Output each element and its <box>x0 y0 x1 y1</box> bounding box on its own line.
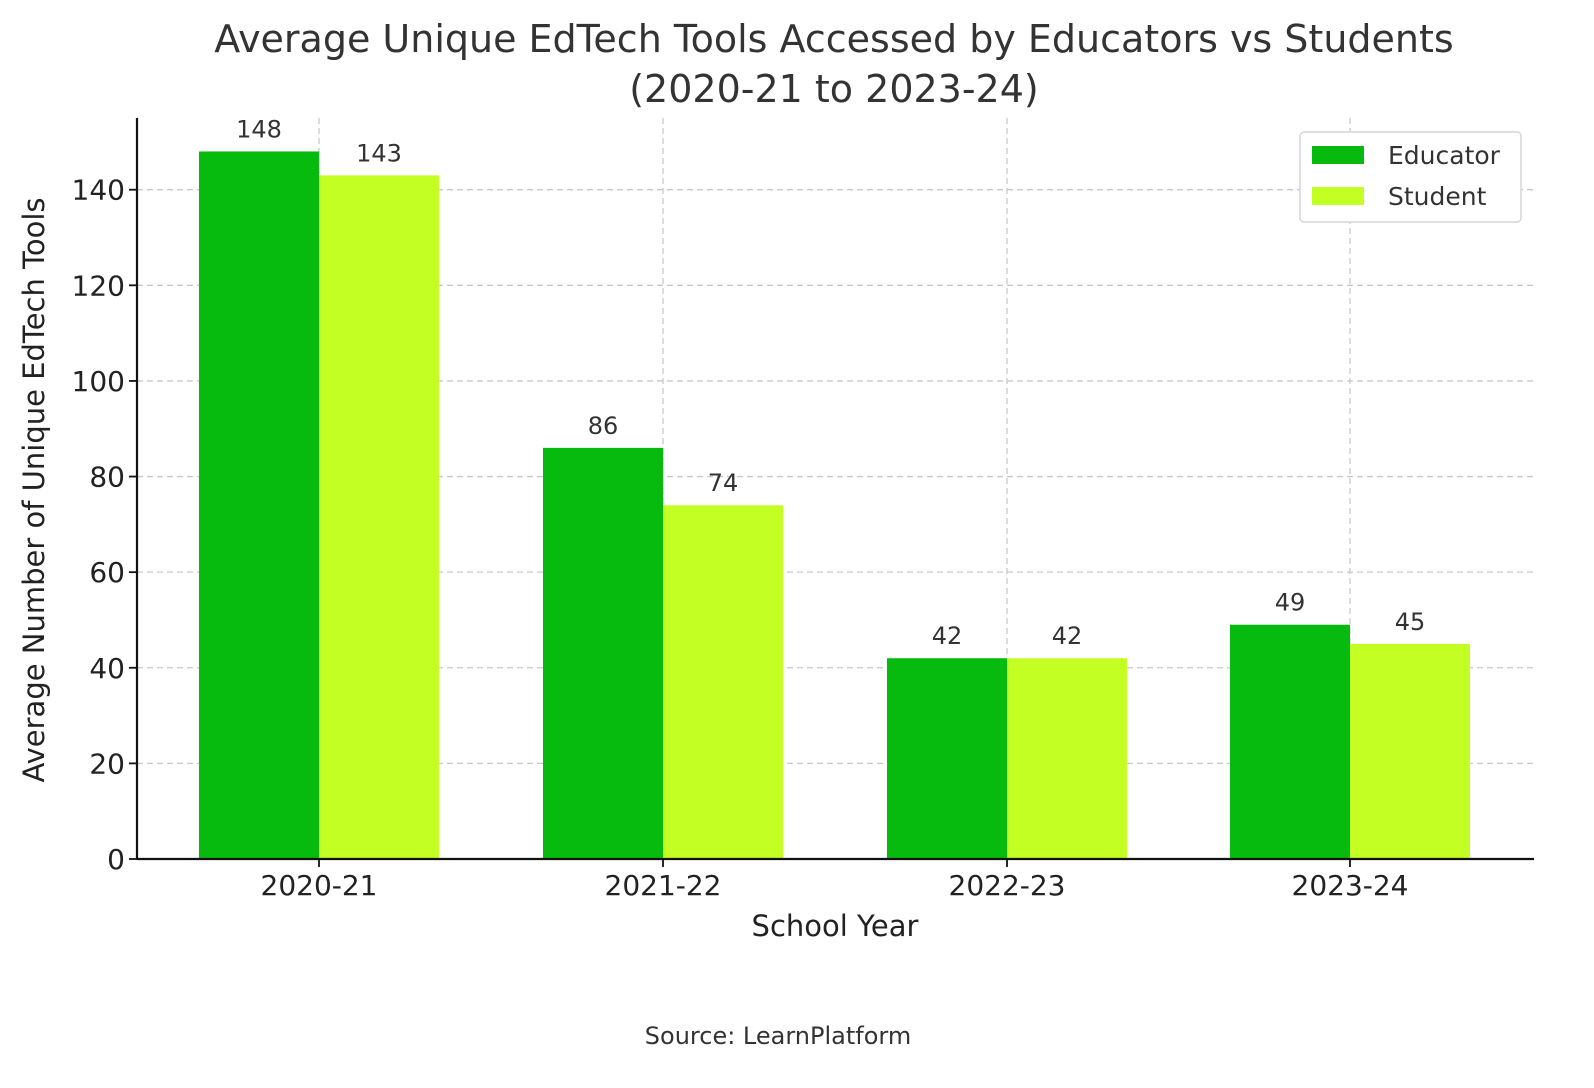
y-axis-title: Average Number of Unique EdTech Tools <box>17 197 51 782</box>
y-tick-label: 40 <box>89 652 125 685</box>
y-tick-label: 100 <box>72 365 125 398</box>
legend-label-educator: Educator <box>1388 141 1501 170</box>
bar-value-label-educator: 42 <box>932 622 963 650</box>
legend-swatch-educator <box>1312 146 1364 164</box>
bar-value-label-educator: 148 <box>236 115 282 143</box>
y-tick-label: 120 <box>72 269 125 302</box>
source-note: Source: LearnPlatform <box>645 1022 911 1050</box>
chart-title: Average Unique EdTech Tools Accessed by … <box>214 17 1453 61</box>
x-axis-title: School Year <box>752 909 919 943</box>
bar-educator <box>543 447 663 859</box>
y-tick-label: 80 <box>89 461 125 494</box>
y-tick-label: 140 <box>72 174 125 207</box>
x-tick-label: 2020-21 <box>261 869 378 902</box>
x-tick-label: 2022-23 <box>949 869 1066 902</box>
bar-value-label-student: 42 <box>1052 622 1083 650</box>
bar-value-label-student: 45 <box>1395 608 1426 636</box>
x-tick-label: 2023-24 <box>1292 869 1409 902</box>
label-layer: 0 20 40 60 80 100 120 140 2020-21 2021-22 2022-23 2… <box>72 115 1426 902</box>
y-tick-label: 60 <box>89 556 125 589</box>
bar-educator <box>887 658 1007 859</box>
chart-subtitle: (2020-21 to 2023-24) <box>629 67 1039 111</box>
bar-value-label-student: 74 <box>708 469 739 497</box>
bar-student <box>1007 658 1127 859</box>
bar-educator <box>199 151 319 859</box>
bar-student <box>319 175 439 859</box>
y-tick-label: 20 <box>89 747 125 780</box>
bar-value-label-educator: 49 <box>1275 589 1306 617</box>
axis-layer <box>129 118 1534 867</box>
y-tick-label: 0 <box>107 843 125 876</box>
bar-value-label-educator: 86 <box>588 412 619 440</box>
bar-layer <box>199 151 1470 859</box>
bar-educator <box>1230 624 1350 859</box>
bar-student <box>663 505 783 859</box>
bar-student <box>1350 643 1470 859</box>
x-tick-label: 2021-22 <box>605 869 722 902</box>
legend: Educator Student <box>1299 131 1522 223</box>
legend-label-student: Student <box>1388 182 1487 211</box>
legend-swatch-student <box>1312 187 1364 205</box>
bar-value-label-student: 143 <box>356 139 402 167</box>
